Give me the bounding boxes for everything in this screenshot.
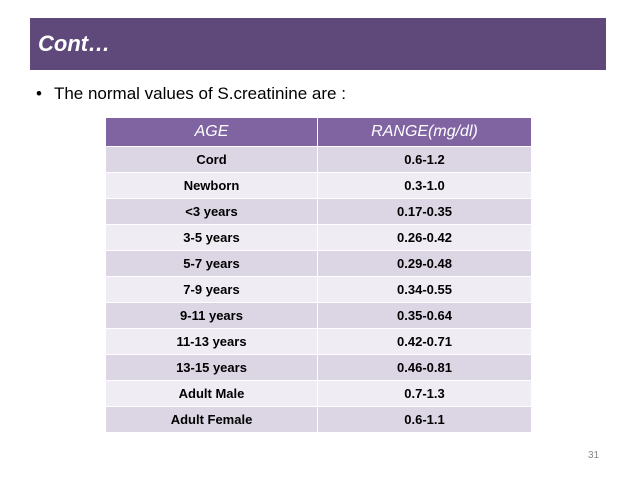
table-row: Cord 0.6-1.2 (105, 146, 532, 173)
table-row: Newborn 0.3-1.0 (105, 172, 532, 199)
table-row: <3 years 0.17-0.35 (105, 198, 532, 225)
table-row: 11-13 years 0.42-0.71 (105, 328, 532, 355)
table-body: Cord 0.6-1.2 Newborn 0.3-1.0 <3 years 0.17-0.… (105, 146, 532, 433)
range-cell: 0.26-0.42 (317, 224, 532, 251)
table-row: Adult Male 0.7-1.3 (105, 380, 532, 407)
range-cell: 0.34-0.55 (317, 276, 532, 303)
table-header-row: AGE RANGE(mg/dl) (105, 117, 532, 147)
bullet-text: The normal values of S.creatinine are : (53, 84, 346, 103)
range-cell: 0.46-0.81 (317, 354, 532, 381)
age-cell: 13-15 years (105, 354, 318, 381)
table-row: 3-5 years 0.26-0.42 (105, 224, 532, 251)
age-cell: <3 years (105, 198, 318, 225)
range-cell: 0.6-1.2 (317, 146, 532, 173)
range-cell: 0.29-0.48 (317, 250, 532, 277)
age-cell: 9-11 years (105, 302, 318, 329)
age-cell: 11-13 years (105, 328, 318, 355)
bullet-icon: • (36, 84, 42, 103)
title-bar: Cont… (30, 18, 606, 70)
header-range: RANGE(mg/dl) (317, 117, 532, 147)
age-cell: Adult Male (105, 380, 318, 407)
table-row: 9-11 years 0.35-0.64 (105, 302, 532, 329)
table-row: 13-15 years 0.46-0.81 (105, 354, 532, 381)
range-cell: 0.3-1.0 (317, 172, 532, 199)
range-cell: 0.17-0.35 (317, 198, 532, 225)
table-row: Adult Female 0.6-1.1 (105, 406, 532, 433)
slide-number: 31 (588, 450, 600, 461)
bullet-line: • The normal values of S.creatinine are : (36, 84, 346, 104)
range-cell: 0.42-0.71 (317, 328, 532, 355)
age-cell: Adult Female (105, 406, 318, 433)
age-cell: 3-5 years (105, 224, 318, 251)
creatinine-range-table: AGE RANGE(mg/dl) Cord 0.6-1.2 Newborn 0.3-1… (105, 117, 532, 433)
table-row: 7-9 years 0.34-0.55 (105, 276, 532, 303)
table-row: 5-7 years 0.29-0.48 (105, 250, 532, 277)
age-cell: 7-9 years (105, 276, 318, 303)
header-age: AGE (105, 117, 318, 147)
range-cell: 0.35-0.64 (317, 302, 532, 329)
slide-title: Cont… (38, 31, 111, 56)
range-cell: 0.6-1.1 (317, 406, 532, 433)
age-cell: Newborn (105, 172, 318, 199)
age-cell: 5-7 years (105, 250, 318, 277)
age-cell: Cord (105, 146, 318, 173)
range-cell: 0.7-1.3 (317, 380, 532, 407)
